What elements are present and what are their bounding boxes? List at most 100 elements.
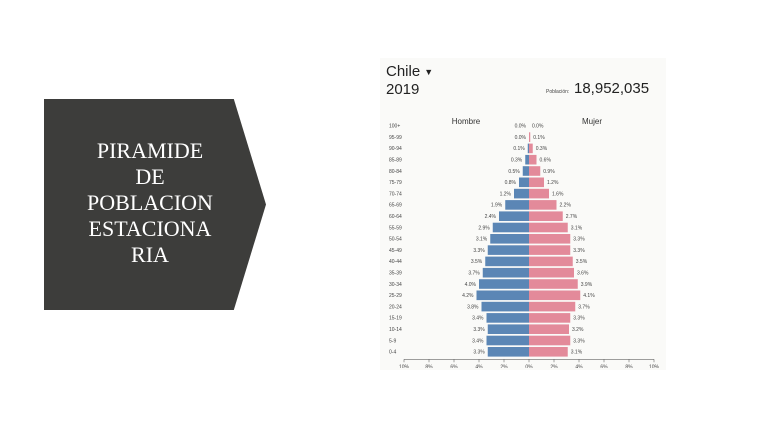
age-group-label: 20-24: [389, 304, 402, 310]
bar-label-hombre: 2.9%: [478, 225, 490, 231]
series-label-hombre: Hombre: [452, 117, 481, 126]
bar-hombre: [522, 166, 529, 176]
x-tick-label: 8%: [625, 364, 633, 368]
x-tick-label: 0%: [525, 364, 533, 368]
bar-mujer: [529, 200, 557, 210]
bar-mujer: [529, 177, 544, 188]
age-group-label: 80-84: [389, 169, 402, 175]
bar-label-hombre: 3.3%: [473, 350, 485, 356]
bar-mujer: [529, 313, 571, 323]
age-group-label: 5-9: [389, 338, 396, 344]
bar-mujer: [529, 234, 571, 244]
country-name: Chile: [386, 63, 421, 80]
slide-title: PIRAMIDE DE POBLACION ESTACIONA RIA: [87, 138, 213, 267]
bar-hombre: [482, 267, 529, 278]
age-group-label: 100+: [389, 124, 400, 130]
bar-label-hombre: 0.0%: [515, 135, 527, 141]
bar-hombre: [479, 279, 529, 289]
bar-hombre: [485, 256, 529, 267]
bar-hombre: [486, 313, 529, 323]
age-group-label: 55-59: [389, 225, 402, 231]
bar-hombre: [505, 200, 529, 210]
bar-label-mujer: 3.3%: [573, 237, 585, 243]
bar-label-mujer: 0.9%: [543, 169, 555, 175]
bar-label-hombre: 0.1%: [513, 146, 525, 152]
age-group-label: 10-14: [389, 327, 402, 333]
bar-label-mujer: 1.6%: [552, 191, 564, 197]
bar-mujer: [529, 267, 574, 278]
bar-label-mujer: 2.2%: [560, 203, 572, 209]
bar-label-hombre: 0.3%: [511, 158, 523, 164]
bar-label-mujer: 3.1%: [571, 225, 583, 231]
year-label: 2019: [386, 81, 420, 98]
bar-hombre: [487, 245, 529, 255]
bar-mujer: [529, 324, 569, 334]
x-tick-label: 4%: [575, 364, 583, 368]
age-group-label: 65-69: [389, 203, 402, 209]
bar-hombre: [490, 234, 529, 244]
population-value: 18,952,035: [574, 80, 650, 97]
bar-label-hombre: 3.5%: [471, 259, 483, 265]
bar-mujer: [529, 132, 531, 142]
bar-label-mujer: 1.2%: [547, 180, 559, 186]
bar-label-mujer: 3.3%: [573, 248, 585, 254]
bar-mujer: [529, 347, 568, 357]
bar-mujer: [529, 166, 541, 176]
bar-hombre: [487, 347, 529, 357]
x-tick-label: 2%: [500, 364, 508, 368]
age-group-label: 45-49: [389, 248, 402, 254]
bar-mujer: [529, 335, 571, 346]
bar-label-mujer: 3.7%: [578, 304, 590, 310]
bar-hombre: [492, 222, 529, 233]
bar-label-hombre: 4.2%: [462, 293, 474, 299]
bar-hombre: [525, 154, 529, 165]
bar-label-hombre: 3.4%: [472, 316, 484, 322]
bar-label-mujer: 3.3%: [573, 316, 585, 322]
bar-label-hombre: 1.2%: [500, 191, 512, 197]
bar-mujer: [529, 301, 576, 312]
bar-label-mujer: 2.7%: [566, 214, 578, 220]
age-group-label: 75-79: [389, 180, 402, 186]
age-group-label: 60-64: [389, 214, 402, 220]
bar-label-hombre: 3.1%: [476, 237, 488, 243]
country-selector[interactable]: Chile ▼: [386, 63, 433, 80]
bar-mujer: [529, 279, 578, 289]
x-tick-label: 10%: [399, 364, 410, 368]
age-group-label: 35-39: [389, 271, 402, 277]
bar-label-mujer: 0.0%: [532, 124, 544, 130]
bar-label-mujer: 3.2%: [572, 327, 584, 333]
x-tick-label: 6%: [450, 364, 458, 368]
x-tick-label: 4%: [475, 364, 483, 368]
population-pyramid-chart: Hombre Mujer 100+ 0.0% 0.0% 95-99 0.0% 0.1% 90-9…: [389, 117, 660, 368]
bar-mujer: [529, 245, 571, 255]
bar-mujer: [529, 222, 568, 233]
title-chevron-shape: [44, 99, 266, 310]
bar-label-mujer: 4.1%: [583, 293, 595, 299]
bar-label-hombre: 0.5%: [508, 169, 520, 175]
bar-label-hombre: 3.4%: [472, 338, 484, 344]
bar-hombre: [487, 324, 529, 334]
bar-label-hombre: 2.4%: [485, 214, 497, 220]
bar-label-mujer: 3.1%: [571, 350, 583, 356]
age-group-label: 0-4: [389, 350, 396, 356]
bar-mujer: [529, 188, 549, 199]
bar-label-mujer: 0.3%: [536, 146, 548, 152]
bar-label-mujer: 0.1%: [533, 135, 545, 141]
bar-label-hombre: 3.8%: [467, 304, 479, 310]
bar-hombre: [486, 335, 529, 346]
bar-hombre: [499, 211, 529, 221]
bar-hombre: [476, 290, 529, 301]
bar-mujer: [529, 256, 573, 267]
bar-label-mujer: 3.5%: [576, 259, 588, 265]
bar-mujer: [529, 143, 533, 154]
bar-label-hombre: 4.0%: [465, 282, 477, 288]
bar-hombre: [519, 177, 529, 188]
series-label-mujer: Mujer: [582, 117, 602, 126]
age-group-label: 40-44: [389, 259, 402, 265]
x-tick-label: 8%: [425, 364, 433, 368]
bar-label-mujer: 3.9%: [581, 282, 593, 288]
bar-hombre: [514, 188, 529, 199]
bar-label-mujer: 3.6%: [577, 271, 589, 277]
bar-label-hombre: 3.3%: [473, 248, 485, 254]
bar-label-hombre: 1.9%: [491, 203, 503, 209]
